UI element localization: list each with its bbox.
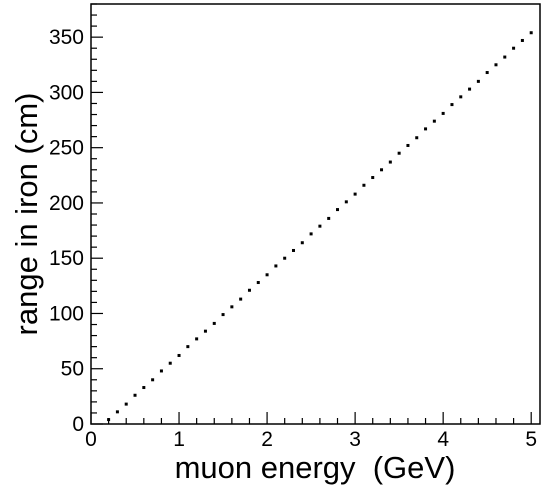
data-point [362,183,366,187]
data-series [107,31,533,422]
data-point [424,127,428,131]
data-point [380,168,384,172]
data-point [239,297,243,301]
data-point [459,95,463,99]
x-tick-label: 5 [525,428,537,451]
data-point [247,288,251,292]
data-point [318,224,322,228]
data-point [512,46,516,50]
data-point [485,71,489,75]
data-point [300,241,304,245]
x-axis: 0 1 2 3 4 5 [85,412,537,451]
data-point [415,136,419,140]
data-point [274,264,278,268]
data-point [230,305,234,309]
data-point [212,321,216,325]
x-tick-label: 3 [349,428,361,451]
y-tick-label: 50 [61,358,84,381]
data-point [476,79,480,83]
data-point [256,281,260,285]
data-point [283,256,287,260]
y-axis-title: range in iron (cm) [9,93,44,336]
data-point [151,378,155,382]
data-point [432,119,436,123]
x-tick-label: 1 [173,428,185,451]
data-point [344,200,348,204]
data-point [494,63,498,67]
data-point [142,386,146,390]
data-point [388,160,392,164]
data-point [133,393,137,397]
y-tick-label: 200 [49,192,84,215]
data-point [195,337,199,341]
data-point [450,103,454,107]
data-point [291,248,295,252]
plot-frame [90,3,541,425]
y-tick-label: 350 [49,26,84,49]
data-point [309,232,313,236]
y-tick-label: 250 [49,137,84,160]
data-point [115,410,119,414]
y-tick-label: 100 [49,302,84,325]
y-tick-label: 300 [49,81,84,104]
data-point [529,31,533,35]
data-point [168,361,172,365]
data-point [520,38,524,42]
data-point [353,192,357,196]
data-point [124,402,128,406]
data-point [371,176,375,180]
data-point [177,353,181,357]
data-point [221,313,225,317]
data-point [203,329,207,333]
data-point [397,151,401,155]
x-tick-label: 2 [261,428,273,451]
x-tick-label: 4 [437,428,449,451]
y-axis: 0 50 100 150 200 250 300 350 [49,3,103,436]
data-point [186,345,190,349]
y-tick-label: 0 [72,413,84,436]
data-point [468,87,472,91]
data-point [159,369,163,373]
data-point [107,418,111,422]
data-point [441,111,445,115]
x-tick-label: 0 [85,428,97,451]
data-point [336,208,340,212]
data-point [327,216,331,220]
data-point [265,273,269,277]
y-tick-label: 150 [49,247,84,270]
x-axis-title: muon energy (GeV) [175,450,456,485]
data-point [406,143,410,147]
data-point [503,55,507,59]
